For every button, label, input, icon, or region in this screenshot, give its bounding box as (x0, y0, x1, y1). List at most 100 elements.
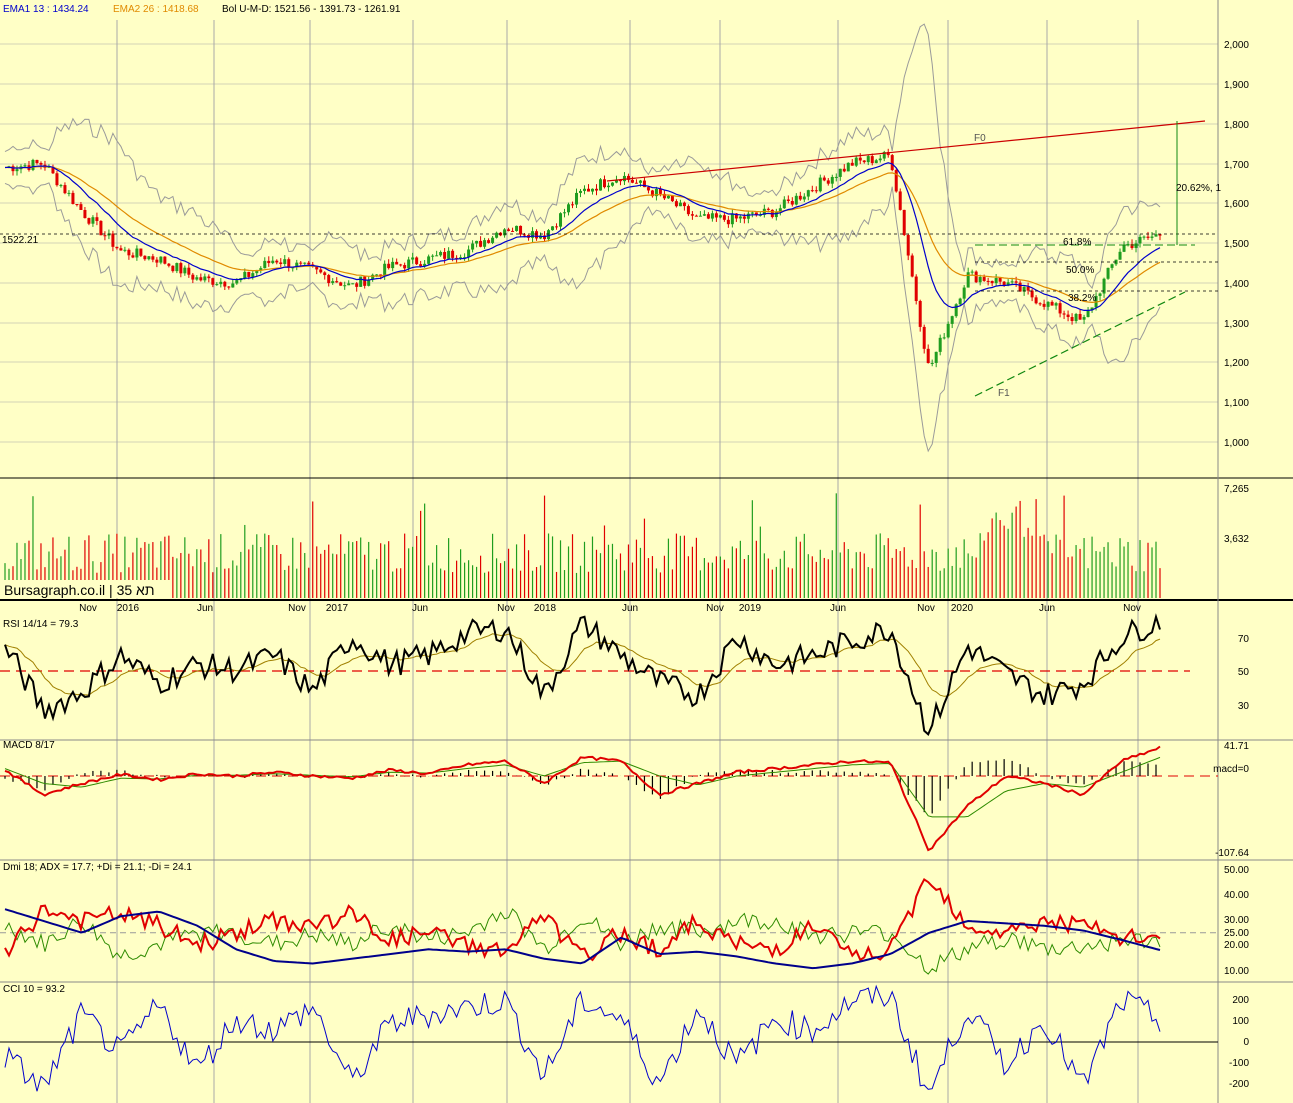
candle-body (299, 262, 303, 264)
candle-body (575, 192, 579, 205)
candle-body (47, 166, 51, 168)
candle-body (842, 168, 846, 172)
candle-body (618, 179, 622, 182)
candle-body (1050, 301, 1054, 306)
candle-body (898, 191, 902, 210)
candle-body (902, 209, 906, 236)
candle-body (1158, 234, 1162, 236)
bollinger-lower-line (4, 182, 1161, 453)
price-y-tick: 1,500 (1224, 239, 1249, 250)
candle-body (431, 255, 435, 257)
candle-body (423, 263, 427, 267)
candle-body (39, 163, 43, 165)
candle-body (678, 202, 682, 207)
candle-body (343, 285, 347, 287)
candle-body (135, 248, 139, 258)
candle-body (535, 231, 539, 239)
candle-body (219, 281, 223, 285)
price-y-tick: 1,000 (1224, 438, 1249, 449)
candle-body (918, 300, 922, 327)
cci-title: CCI 10 = 93.2 (3, 984, 65, 995)
candle-body (746, 213, 750, 219)
dmi-panel (0, 877, 1218, 975)
candle-body (1038, 303, 1042, 305)
adx-line (4, 908, 1161, 970)
rsi-y-tick: 70 (1238, 634, 1250, 645)
candle-body (391, 261, 395, 269)
candle-body (610, 182, 614, 186)
candle-body (235, 280, 239, 284)
candle-body (407, 259, 411, 269)
x-tick-label: Nov (917, 603, 935, 614)
candle-body (818, 177, 822, 192)
grid-lines (0, 20, 1218, 1103)
candle-body (203, 276, 207, 281)
rsi-ma-line (4, 633, 1161, 697)
candle-body (451, 250, 455, 258)
plus-di-line (4, 908, 1161, 975)
candle-body (594, 188, 598, 191)
candle-body (243, 271, 247, 279)
candle-body (614, 179, 618, 183)
candle-body (223, 281, 227, 287)
candle-body (1126, 244, 1130, 246)
macd-title: MACD 8/17 (3, 740, 55, 751)
candle-body (1002, 281, 1006, 286)
candle-body (710, 213, 714, 219)
candle-body (850, 162, 854, 166)
x-tick-label: 2018 (534, 603, 557, 614)
candle-body (475, 240, 479, 244)
price-panel (0, 23, 1218, 453)
bollinger-upper-line (4, 23, 1161, 290)
candle-body (654, 188, 658, 197)
candle-body (79, 204, 83, 210)
candle-body (31, 159, 35, 170)
bollinger-label: Bol U-M-D: 1521.56 - 1391.73 - 1261.91 (222, 4, 401, 15)
price-y-tick: 2,000 (1224, 40, 1249, 51)
f1-label: F1 (998, 388, 1010, 399)
candle-body (455, 257, 459, 259)
candle-body (906, 235, 910, 256)
candle-body (1118, 251, 1122, 260)
candle-body (127, 249, 131, 256)
x-tick-label: Nov (79, 603, 97, 614)
candle-body (934, 351, 938, 363)
candle-body (471, 243, 475, 250)
price-y-tick: 1,900 (1224, 80, 1249, 91)
cci-line (4, 984, 1161, 1092)
candle-body (259, 268, 263, 270)
candle-body (814, 190, 818, 192)
candle-body (91, 217, 95, 224)
candle-body (1142, 236, 1146, 238)
dmi-y-tick: 40.00 (1224, 890, 1249, 901)
candle-body (503, 229, 507, 236)
ema2-label: EMA2 26 : 1418.68 (113, 4, 199, 15)
candle-body (255, 269, 259, 274)
candle-body (443, 252, 447, 259)
candle-body (119, 248, 123, 251)
volume-panel (4, 493, 1161, 598)
candle-body (622, 175, 626, 182)
candle-body (1058, 303, 1062, 314)
candle-body (415, 257, 419, 265)
candle-body (966, 272, 970, 288)
cci-panel (0, 984, 1218, 1092)
lower-trendline (974, 291, 1186, 397)
candle-body (990, 280, 994, 284)
candle-body (670, 195, 674, 202)
x-tick-label: Jun (412, 603, 428, 614)
ema2-line (4, 166, 1161, 304)
price-y-tick: 1,600 (1224, 199, 1249, 210)
cci-y-tick: -100 (1229, 1058, 1249, 1069)
upper-trendline (606, 120, 1206, 182)
candle-body (1010, 281, 1014, 283)
candle-body (175, 263, 179, 272)
candle-body (511, 230, 515, 232)
candle-body (1098, 293, 1102, 296)
candle-body (790, 201, 794, 205)
candle-body (347, 283, 351, 286)
candle-body (1082, 317, 1086, 320)
candle-body (722, 215, 726, 220)
watermark-box (2, 580, 172, 598)
candle-body (179, 263, 183, 274)
